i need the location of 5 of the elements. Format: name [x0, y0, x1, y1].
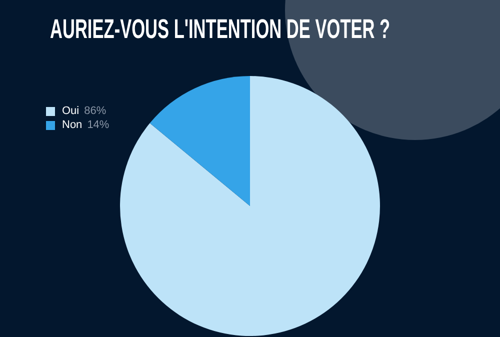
legend-label: Non — [62, 119, 82, 131]
legend-label: Oui — [62, 105, 80, 117]
chart-title: AURIEZ-VOUS L'INTENTION DE VOTER ? — [50, 14, 390, 45]
data-label: 86% — [84, 105, 106, 117]
data-label: 14% — [87, 119, 110, 131]
